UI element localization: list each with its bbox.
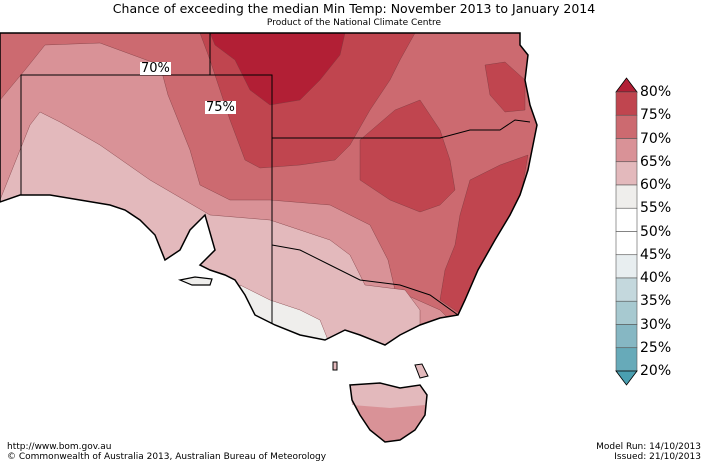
legend-swatch (615, 231, 638, 256)
legend-swatch (615, 254, 638, 279)
legend-label: 55% (640, 200, 672, 217)
coastline (0, 32, 538, 346)
legend-label: 65% (640, 153, 672, 170)
legend-swatch (615, 277, 638, 302)
legend-label: 70% (640, 130, 672, 147)
contour-label-70: 70% (140, 61, 171, 76)
legend-swatch (615, 300, 638, 325)
legend-swatch (615, 184, 638, 209)
legend-label: 25% (640, 339, 672, 356)
legend-label: 50% (640, 223, 672, 240)
legend-label: 40% (640, 270, 672, 286)
issued-date: Issued: 21/10/2013 (614, 452, 701, 462)
map-title: Chance of exceeding the median Min Temp:… (112, 1, 596, 16)
map-subtitle: Product of the National Climate Centre (266, 18, 442, 28)
legend-swatch (615, 161, 638, 186)
legend-label: 80% (640, 84, 672, 100)
legend-label: 45% (640, 246, 672, 263)
kangaroo-island (177, 276, 213, 286)
legend-label: 60% (640, 177, 672, 193)
legend-swatch (615, 114, 638, 139)
flinders-island (414, 363, 429, 379)
copyright: © Commonwealth of Australia 2013, Austra… (7, 452, 327, 462)
legend-label: 75% (640, 107, 672, 124)
legend-label: 20% (640, 363, 672, 379)
legend-colorbar (615, 77, 638, 386)
legend-swatch (615, 347, 638, 372)
king-island (332, 361, 338, 371)
legend-swatch (615, 207, 638, 232)
mainland (0, 33, 537, 345)
legend-arrow-top (615, 77, 638, 93)
model-run: Model Run: 14/10/2013 (596, 442, 701, 452)
contour-label-75: 75% (205, 100, 236, 115)
legend-label: 30% (640, 316, 672, 333)
legend-label: 35% (640, 293, 672, 310)
tasmania (349, 382, 428, 443)
legend-arrow-bottom (615, 370, 638, 386)
legend-swatch (615, 324, 638, 349)
bom-url[interactable]: http://www.bom.gov.au (7, 442, 112, 452)
legend-swatch (615, 91, 638, 116)
legend-swatch (615, 138, 638, 163)
